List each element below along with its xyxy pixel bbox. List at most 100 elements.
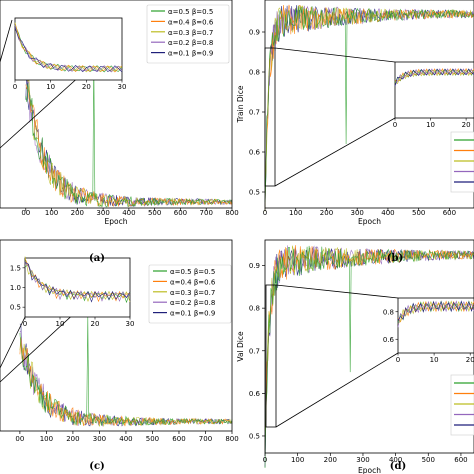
- inset-x-tick-label: 0: [393, 121, 397, 129]
- inset-series-line-1: [14, 25, 123, 73]
- x-axis-label: Epoch: [358, 466, 381, 474]
- inset-series-line-4: [24, 262, 131, 302]
- series-line-3: [264, 5, 474, 212]
- zoom-connector: [0, 316, 26, 369]
- zoom-connector: [274, 47, 396, 63]
- y-tick-label: 0.5: [249, 189, 260, 197]
- inset-x-tick-label: 20: [82, 83, 91, 91]
- x-tick-label: 600: [174, 209, 187, 217]
- inset-frame: [14, 17, 123, 81]
- legend-box-partial: [450, 131, 474, 193]
- x-tick-label: 400: [119, 435, 132, 443]
- series-line-5: [264, 246, 474, 467]
- inset-series-line-4: [397, 300, 474, 328]
- legend-label-2: α=0.4 β=0.6: [170, 278, 216, 286]
- legend-label-3: α=0.3 β=0.7: [170, 289, 215, 297]
- inset-series-line-3: [397, 300, 474, 325]
- zoom-region: [264, 47, 276, 187]
- zoom-connector: [275, 352, 399, 428]
- series-line-1: [19, 316, 233, 427]
- legend-label-2: α=0.4 β=0.6: [168, 18, 214, 26]
- x-tick-label: 300: [356, 456, 369, 464]
- inset-series-line-5: [394, 68, 474, 87]
- inset-series-line-2: [394, 68, 474, 82]
- x-axis-label: Epoch: [105, 217, 128, 226]
- x-tick-label: 600: [443, 209, 456, 217]
- x-tick-label: 200: [71, 209, 84, 217]
- series-line-4: [25, 61, 233, 207]
- inset-x-tick-label: 30: [118, 83, 127, 91]
- caption-a: (a): [89, 253, 105, 264]
- y-tick-label: 0.5: [249, 432, 260, 440]
- x-tick-label: 0: [263, 456, 267, 464]
- inset-x-tick-label: 10: [426, 121, 435, 129]
- inset-x-tick-label: 0: [23, 320, 27, 328]
- series-line-1: [25, 58, 233, 208]
- inset-series-line-3: [24, 256, 131, 302]
- inset-frame: [24, 257, 131, 318]
- legend-box: [146, 4, 230, 64]
- y-tick-label: 0.9: [249, 29, 260, 37]
- inset-series-line-3: [394, 69, 474, 84]
- legend-label-5: α=0.1 β=0.9: [168, 50, 213, 58]
- series-line-3: [25, 66, 233, 208]
- legend-label-5: α=0.1 β=0.9: [170, 310, 215, 318]
- x-tick-label: 400: [389, 456, 402, 464]
- zoom-connector: [274, 117, 396, 187]
- x-tick-label: 100: [40, 435, 53, 443]
- inset-y-tick-label: 1.5: [10, 264, 21, 272]
- inset-x-tick-label: 10: [46, 83, 55, 91]
- series-line-4: [264, 245, 474, 467]
- inset-x-tick-label: 10: [56, 320, 65, 328]
- legend-box-partial: [450, 374, 474, 436]
- y-axis-label: Val Dice: [236, 331, 245, 362]
- plot-frame: [264, 239, 474, 454]
- legend-label-4: α=0.2 β=0.8: [170, 299, 215, 307]
- zoom-connector: [0, 19, 13, 63]
- panel-d-val-dice-chart: 0 100 200 300 400 500 600Epoch0.50.60.70.80.9V…: [236, 239, 474, 474]
- inset-series-line-5: [14, 27, 123, 73]
- inset-x-tick-label: 30: [126, 320, 135, 328]
- x-tick-label: 00: [15, 435, 24, 443]
- series-line-1: [264, 5, 474, 202]
- legend-label-4: α=0.2 β=0.8: [168, 39, 213, 47]
- x-tick-label: 600: [454, 456, 467, 464]
- inset-x-tick-label: 20: [462, 121, 471, 129]
- x-tick-label: 800: [225, 435, 238, 443]
- legend-box: [148, 264, 232, 324]
- y-tick-label: 0.7: [249, 109, 260, 117]
- inset-y-tick-label: 1.0: [10, 284, 21, 292]
- zoom-region: [265, 284, 277, 428]
- x-tick-label: 400: [122, 209, 135, 217]
- inset-y-tick-label: 0.5: [10, 304, 21, 312]
- y-tick-label: 0.7: [249, 347, 260, 355]
- x-axis-label: Epoch: [358, 217, 381, 226]
- x-tick-label: 500: [148, 209, 161, 217]
- plot-frame: [0, 0, 233, 209]
- x-tick-label: 400: [381, 209, 394, 217]
- x-tick-label: 500: [412, 209, 425, 217]
- caption-b: (b): [387, 253, 403, 264]
- plot-frame: [0, 239, 233, 432]
- inset-x-tick-label: 0: [13, 83, 17, 91]
- x-tick-label: 700: [199, 435, 212, 443]
- x-tick-label: 500: [146, 435, 159, 443]
- y-tick-label: 0.8: [249, 69, 260, 77]
- x-tick-label: 300: [96, 209, 109, 217]
- panel-c-val-loss-chart: 00 100 200 300 400 500 600 700 800 0 10 20 30 0.5 1.0 1…: [0, 239, 239, 443]
- x-tick-label: 100: [45, 209, 58, 217]
- inset-series-line-5: [24, 261, 131, 303]
- inset-series-line-5: [397, 300, 474, 321]
- series-line-1: [264, 245, 474, 469]
- zoom-connector: [275, 284, 399, 299]
- inset-y-tick-label: 0.8: [383, 308, 394, 316]
- inset-series-line-4: [14, 24, 123, 73]
- y-tick-label: 0.8: [249, 305, 260, 313]
- x-tick-label: 00: [21, 209, 30, 217]
- x-tick-label: 100: [291, 456, 304, 464]
- legend-label-1: α=0.5 β=0.5: [170, 268, 215, 276]
- x-tick-label: 600: [172, 435, 185, 443]
- x-tick-label: 200: [320, 209, 333, 217]
- x-tick-label: 300: [93, 435, 106, 443]
